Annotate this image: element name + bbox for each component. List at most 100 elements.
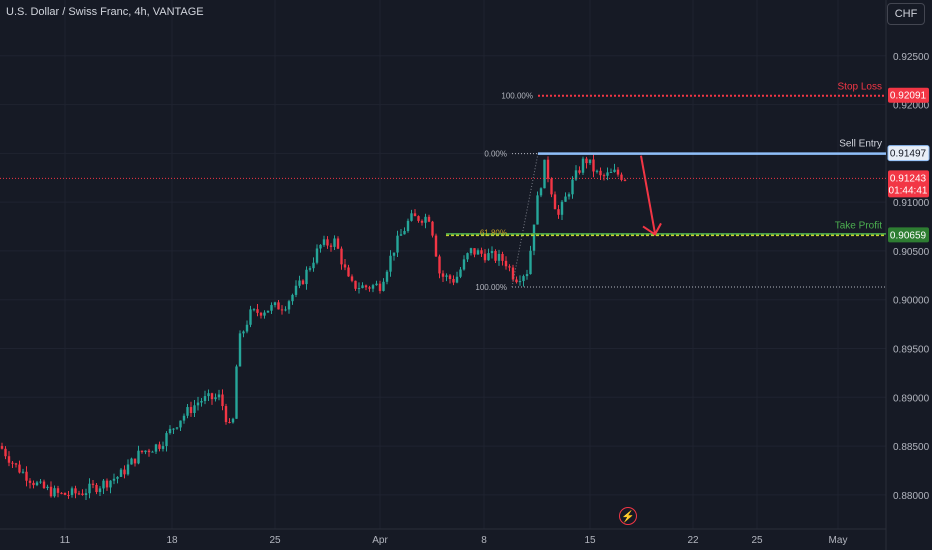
y-tick-label: 0.90000 bbox=[893, 296, 930, 307]
candle-body bbox=[406, 220, 410, 231]
candle-body bbox=[476, 250, 480, 255]
candle-body bbox=[109, 480, 112, 488]
candle-body bbox=[543, 159, 546, 189]
candle-body bbox=[165, 433, 168, 447]
lightning-icon[interactable]: ⚡ bbox=[619, 507, 637, 525]
candle-body bbox=[70, 488, 74, 496]
candle-body bbox=[228, 422, 231, 424]
candle-body bbox=[606, 172, 609, 176]
candle-body bbox=[287, 301, 291, 310]
candle-body bbox=[616, 169, 620, 175]
candle-body bbox=[466, 253, 469, 260]
candle-body bbox=[487, 253, 490, 261]
candle-body bbox=[550, 178, 553, 195]
stop-loss-price-tag-bg bbox=[888, 87, 929, 103]
candle-body bbox=[56, 488, 60, 493]
candle-body bbox=[186, 407, 189, 416]
candle-body bbox=[116, 476, 119, 479]
countdown-tag: 01:44:41 bbox=[889, 185, 928, 196]
candle-body bbox=[154, 444, 158, 452]
candle-body bbox=[557, 209, 560, 215]
y-tick-label: 0.92000 bbox=[893, 101, 930, 112]
candle-body bbox=[532, 224, 536, 251]
candle-body bbox=[473, 248, 476, 255]
candle-body bbox=[319, 244, 322, 249]
candle-body bbox=[210, 393, 214, 400]
candle-body bbox=[95, 484, 98, 493]
candle-body bbox=[42, 481, 46, 489]
currency-button[interactable]: CHF bbox=[887, 3, 925, 25]
candle-body bbox=[140, 450, 144, 453]
candle-body bbox=[200, 400, 203, 403]
candle-body bbox=[340, 248, 343, 265]
candle-body bbox=[494, 250, 497, 261]
candle-body bbox=[130, 458, 133, 465]
candle-body bbox=[501, 253, 504, 261]
candle-body bbox=[305, 269, 308, 285]
symbol-title: U.S. Dollar / Swiss Franc, 4h, VANTAGE bbox=[6, 6, 204, 18]
x-tick-label: 25 bbox=[269, 535, 281, 546]
candle-body bbox=[413, 213, 417, 217]
candle-body bbox=[434, 235, 438, 257]
last-price-tag: 0.91243 bbox=[890, 173, 927, 184]
stop-loss-price-tag: 0.92091 bbox=[890, 91, 927, 102]
candle-body bbox=[252, 309, 256, 311]
candle-body bbox=[553, 194, 557, 210]
candle-body bbox=[417, 216, 420, 221]
candle-body bbox=[35, 482, 39, 486]
candle-body bbox=[326, 239, 329, 246]
candle-body bbox=[424, 216, 427, 223]
candle-body bbox=[539, 188, 543, 196]
candle-body bbox=[39, 481, 42, 483]
candle-body bbox=[329, 245, 333, 247]
candle-body bbox=[455, 276, 459, 283]
sell-entry-price-tag: 0.91497 bbox=[890, 149, 927, 160]
candle-body bbox=[581, 158, 585, 173]
candle-body bbox=[361, 285, 364, 289]
candle-body bbox=[4, 448, 7, 457]
candle-body bbox=[427, 216, 431, 222]
candle-body bbox=[357, 288, 361, 290]
y-tick-label: 0.89500 bbox=[893, 344, 930, 355]
candle-body bbox=[438, 256, 441, 274]
candle-body bbox=[301, 280, 305, 285]
candle-body bbox=[452, 278, 455, 283]
x-tick-label: 22 bbox=[687, 535, 699, 546]
candle-body bbox=[32, 482, 35, 486]
candle-body bbox=[217, 394, 221, 398]
candle-body bbox=[266, 310, 270, 313]
candle-body bbox=[525, 274, 529, 277]
candle-body bbox=[574, 170, 578, 180]
candle-body bbox=[221, 394, 224, 407]
candle-body bbox=[588, 159, 592, 164]
candle-body bbox=[382, 281, 385, 291]
candle-body bbox=[448, 275, 452, 279]
candle-body bbox=[277, 302, 280, 310]
y-tick-label: 0.92500 bbox=[893, 52, 930, 63]
x-tick-label: 8 bbox=[481, 535, 487, 546]
candle-body bbox=[224, 406, 228, 423]
candle-body bbox=[515, 279, 518, 283]
candle-body bbox=[175, 427, 179, 429]
candle-body bbox=[368, 287, 371, 289]
fib-label-mid: 61.80% bbox=[480, 228, 507, 237]
candle-body bbox=[333, 238, 336, 247]
take-profit-price-tag-bg bbox=[888, 227, 929, 243]
candle-body bbox=[112, 478, 116, 481]
candle-body bbox=[354, 280, 357, 289]
candle-body bbox=[151, 451, 154, 453]
sl-fib-label: 100.00% bbox=[501, 92, 533, 101]
candle-body bbox=[546, 159, 550, 179]
candle-body bbox=[508, 266, 511, 268]
candle-body bbox=[207, 393, 210, 397]
candle-body bbox=[620, 174, 623, 180]
candle-body bbox=[88, 483, 91, 494]
candle-body bbox=[102, 480, 105, 489]
x-tick-label: 25 bbox=[751, 535, 763, 546]
fib-trend-line bbox=[511, 153, 539, 288]
candle-body bbox=[74, 488, 77, 494]
candle-body bbox=[511, 267, 515, 280]
candle-body bbox=[144, 450, 147, 453]
candle-body bbox=[270, 305, 273, 311]
